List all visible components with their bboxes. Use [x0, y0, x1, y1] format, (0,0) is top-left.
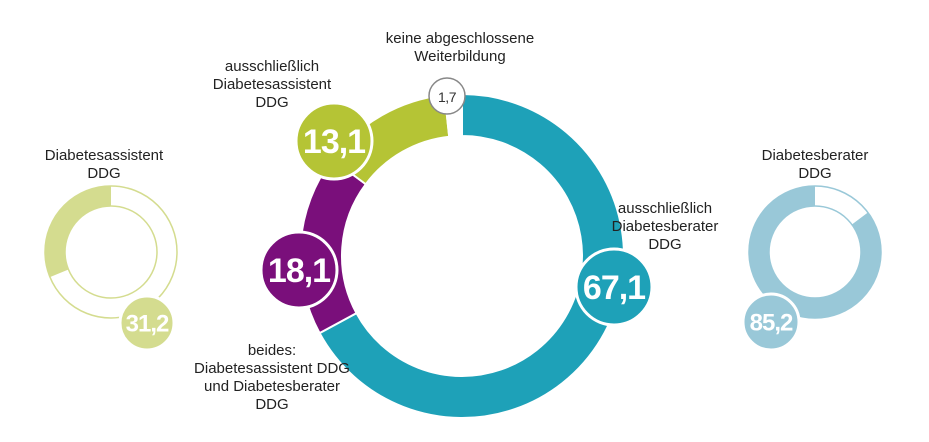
- bubble-nur-diabetesassistent: [294, 101, 374, 181]
- bubble-beides: [259, 230, 339, 310]
- berater-value-bubble: [741, 292, 801, 352]
- label-nur-diabetesassistent-line-3: DDG: [255, 94, 288, 111]
- assistant-donut-arc: [44, 186, 112, 278]
- label-keine-weiterbildung-line-2: Weiterbildung: [414, 48, 505, 65]
- berater-title-line-2: DDG: [798, 165, 831, 182]
- value-label-nur-diabetesberater: 67,1: [583, 269, 645, 307]
- bubble-nur-diabetesberater: [574, 247, 654, 327]
- berater-donut-arc: [749, 186, 882, 319]
- label-beides-line-2: Diabetesassistent DDG: [194, 360, 350, 377]
- assistant-value-label: 31,2: [126, 311, 169, 338]
- label-keine-weiterbildung-line-1: keine abgeschlossene: [386, 30, 534, 47]
- label-nur-diabetesberater-line-1: ausschließlich: [618, 200, 712, 217]
- berater-title-line-1: Diabetesberater: [762, 147, 869, 164]
- bubble-keine-weiterbildung: [428, 77, 466, 115]
- label-beides-line-1: beides:: [248, 342, 296, 359]
- slice-nur-diabetesberater: [318, 92, 625, 419]
- value-label-beides: 18,1: [268, 252, 330, 290]
- berater-value-label: 85,2: [750, 310, 793, 337]
- assistant-title-line-2: DDG: [87, 165, 120, 182]
- label-beides-line-4: DDG: [255, 396, 288, 413]
- main-donut: 67,1 18,1 13,1 1,7 ausschließlich Diabet…: [194, 30, 719, 419]
- assistant-donut: Diabetesassistent DDG 31,2: [44, 147, 178, 352]
- label-nur-diabetesassistent-line-1: ausschließlich: [225, 58, 319, 75]
- label-beides-line-3: und Diabetesberater: [204, 378, 340, 395]
- label-nur-diabetesberater-line-2: Diabetesberater: [612, 218, 719, 235]
- value-label-keine-weiterbildung: 1,7: [438, 89, 457, 105]
- berater-donut: Diabetesberater DDG 85,2: [741, 147, 882, 352]
- berater-donut-inner-outline: [768, 205, 862, 299]
- label-nur-diabetesassistent-line-2: Diabetesassistent: [213, 76, 332, 93]
- assistant-title-line-1: Diabetesassistent: [45, 147, 164, 164]
- value-label-nur-diabetesassistent: 13,1: [303, 123, 365, 161]
- assistant-donut-inner-outline: [64, 205, 158, 299]
- assistant-value-bubble: [118, 294, 176, 352]
- label-nur-diabetesberater-line-3: DDG: [648, 236, 681, 253]
